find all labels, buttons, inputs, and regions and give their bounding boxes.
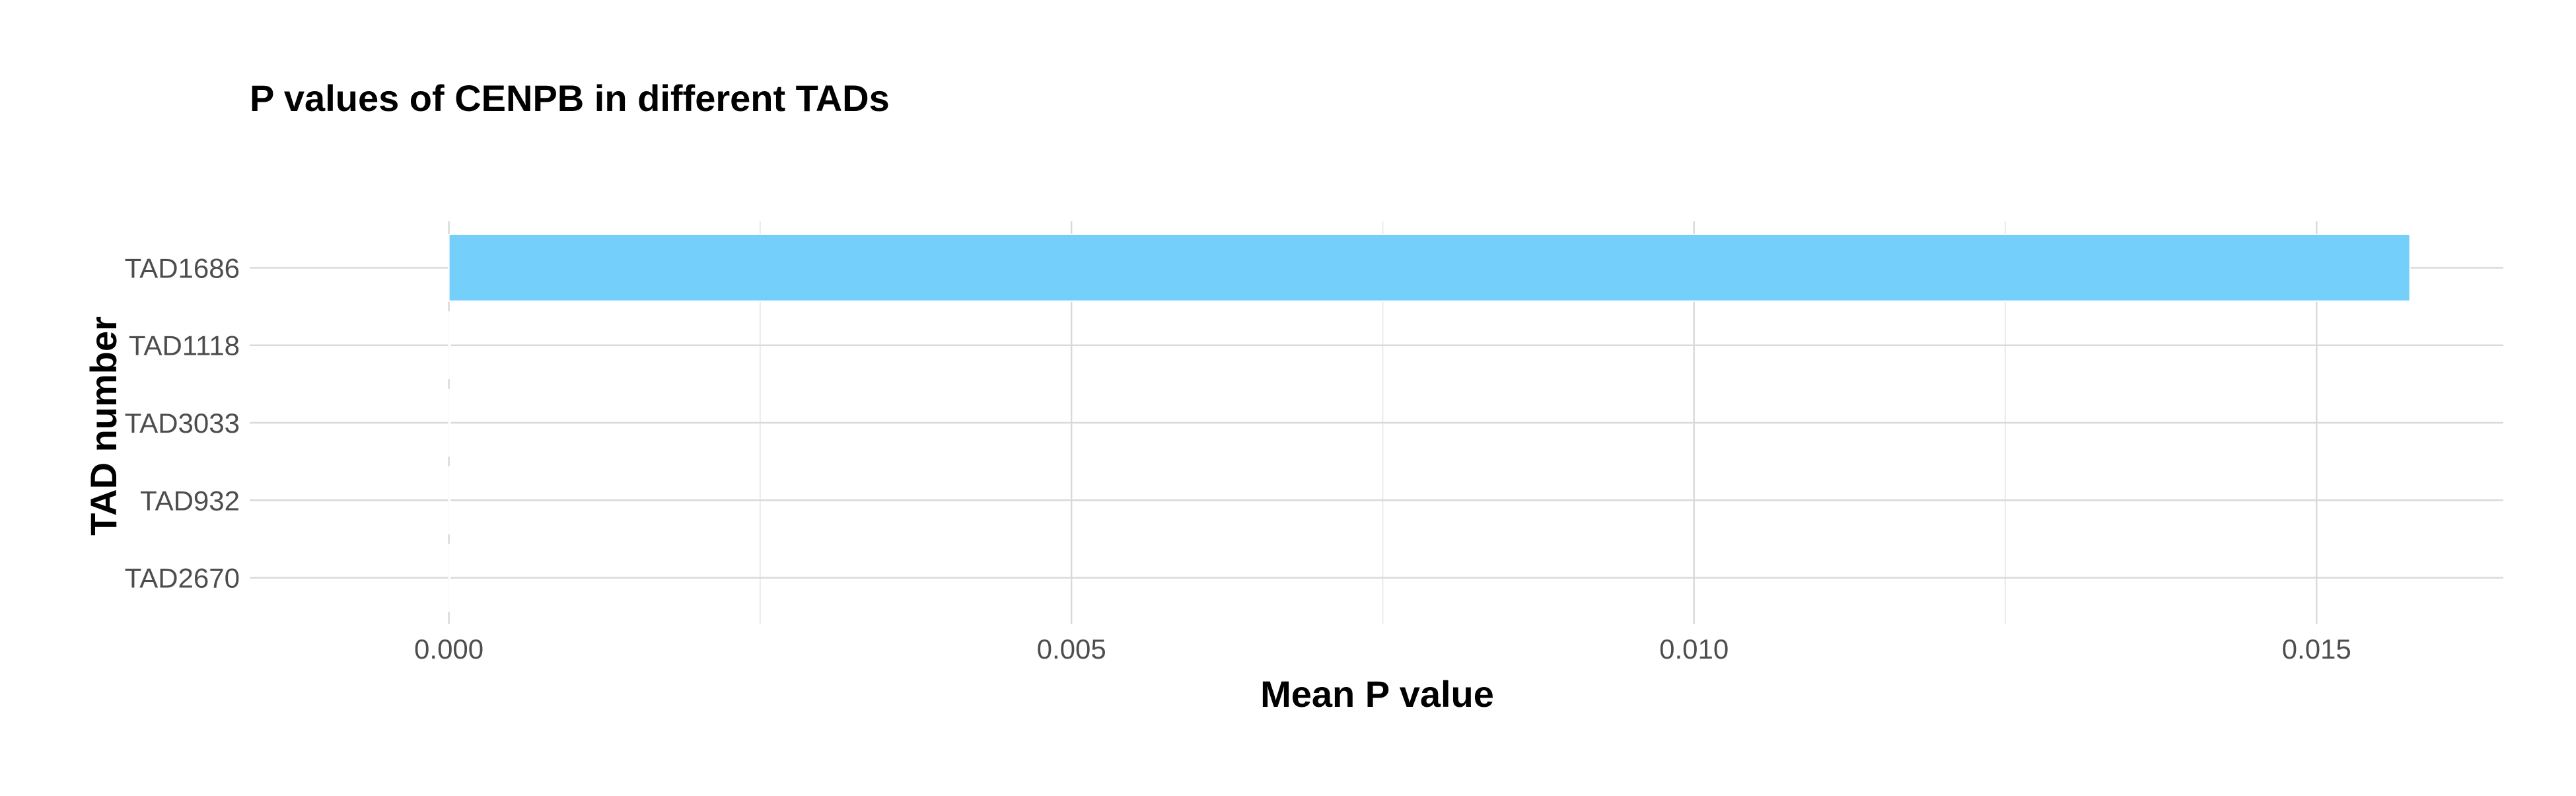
bar-tad3033 (448, 388, 451, 457)
y-tick-label: TAD932 (140, 485, 240, 516)
x-tick-label: 0.015 (2282, 633, 2351, 665)
y-tick-label: TAD2670 (125, 563, 240, 594)
bar-tad1118 (448, 311, 451, 380)
x-tick-label: 0.000 (414, 633, 483, 665)
y-tick-labels: TAD1686 TAD1118 TAD3033 TAD932 TAD2670 (125, 252, 240, 593)
y-axis-title: TAD number (83, 316, 124, 536)
bar-tad1686 (448, 233, 2411, 302)
chart-title: P values of CENPB in different TADs (250, 77, 890, 119)
bar-tad932 (448, 466, 451, 534)
x-axis-title: Mean P value (1260, 673, 1494, 715)
x-tick-label: 0.005 (1037, 633, 1106, 665)
x-tick-labels: 0.000 0.005 0.010 0.015 (414, 633, 2351, 665)
bar-tad2670 (448, 544, 451, 612)
y-tick-label: TAD3033 (125, 408, 240, 439)
bars-layer (448, 233, 2411, 612)
y-tick-label: TAD1118 (129, 330, 240, 361)
x-tick-label: 0.010 (1659, 633, 1729, 665)
y-tick-label: TAD1686 (125, 252, 240, 283)
